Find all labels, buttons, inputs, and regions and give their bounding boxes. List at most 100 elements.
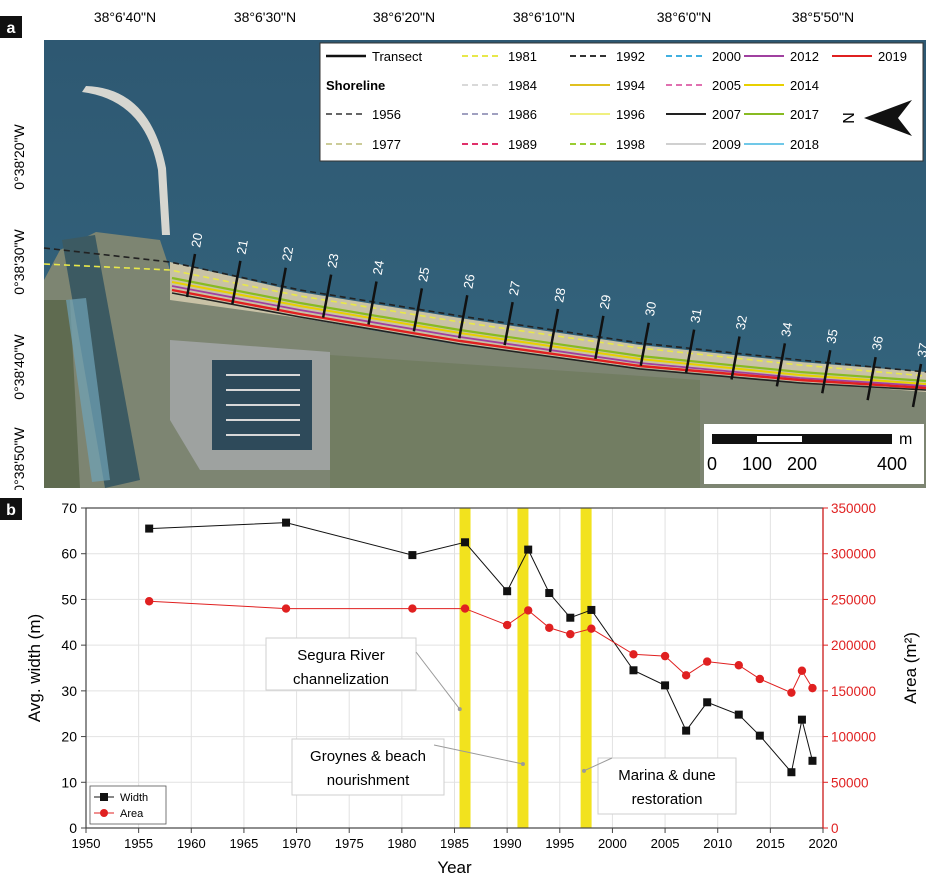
legend-label-2012: 2012: [790, 49, 819, 64]
lat-tick: 0°38'30"W: [11, 229, 27, 295]
x-tick-label: 1950: [72, 836, 101, 851]
panel-b-chart: b 1950 1955 1960 1965 1970 1975 1980 1985 1990 19…: [0, 498, 920, 877]
data-point-area: [660, 651, 670, 661]
x-tick-label: 1970: [282, 836, 311, 851]
north-label: N: [841, 112, 858, 124]
data-point-area: [702, 657, 712, 666]
x-axis-label: Year: [437, 858, 472, 877]
annotation-2: Groynes & beach nourishment: [291, 738, 525, 796]
data-point-area: [587, 624, 596, 633]
transect-line: [684, 329, 696, 373]
annotation-box: [291, 738, 445, 796]
legend-label-2019: 2019: [878, 49, 907, 64]
panel-label-a: a: [7, 20, 16, 37]
x-tick-label: 1975: [335, 836, 364, 851]
lon-tick: 38°6'0"N: [657, 9, 712, 25]
scale-bar: m 0 100 200 400: [704, 424, 924, 484]
series-line-width: [149, 522, 813, 774]
event-highlight-bar: [459, 508, 471, 828]
x-tick-label: 1990: [493, 836, 522, 851]
shoreline-1981: [43, 263, 927, 377]
legend-width-label: Width: [120, 792, 148, 804]
legend-label-2005: 2005: [712, 78, 741, 93]
legend-label-1984: 1984: [508, 78, 537, 93]
y2-tick-label: 150000: [831, 684, 876, 699]
scale-tick: 100: [742, 454, 772, 474]
y2-tick-label: 250000: [831, 592, 876, 607]
legend-label-1956: 1956: [372, 107, 401, 122]
legend-label-1996: 1996: [616, 107, 645, 122]
data-point-width: [282, 518, 291, 527]
y-axis-label: Avg. width (m): [25, 614, 44, 722]
longitude-tick-labels: 38°6'40"N 38°6'30"N 38°6'20"N 38°6'10"N …: [94, 9, 854, 25]
data-point-area: [787, 688, 796, 697]
lat-tick: 0°38'20"W: [11, 124, 27, 190]
x-tick-label: 1955: [124, 836, 153, 851]
transect-label: 22: [279, 245, 296, 262]
legend-label-2009: 2009: [712, 137, 741, 152]
event-highlight-bar: [580, 508, 592, 828]
x-tick-label: 1960: [177, 836, 206, 851]
legend-label-2018: 2018: [790, 137, 819, 152]
annotation-3: Marina & dune restoration: [582, 757, 737, 815]
x-tick-label: 2020: [809, 836, 838, 851]
lon-tick: 38°5'50"N: [792, 9, 854, 25]
transect-label: 25: [415, 266, 432, 283]
data-point-area: [460, 604, 470, 613]
data-point-width: [797, 715, 806, 724]
legend-label-2014: 2014: [790, 78, 819, 93]
vegetation-patch: [330, 355, 700, 488]
annotation-arrow-head: [582, 768, 587, 773]
y-tick-label: 30: [61, 683, 77, 699]
data-point-width: [808, 756, 817, 765]
data-point-width: [461, 538, 470, 547]
transect-line: [412, 288, 424, 332]
data-point-width: [734, 710, 743, 719]
legend-label-1981: 1981: [508, 49, 537, 64]
annotation-arrow: [583, 757, 613, 772]
lon-tick: 38°6'30"N: [234, 9, 296, 25]
transect-line: [730, 336, 741, 380]
scale-tick: 200: [787, 454, 817, 474]
transect-label: 35: [823, 328, 840, 345]
panel-label-b: b: [6, 502, 16, 519]
y-tick-label: 20: [61, 729, 77, 745]
x-tick-label: 1985: [440, 836, 469, 851]
data-point-width: [545, 589, 554, 598]
y2-tick-label: 200000: [831, 638, 876, 653]
data-point-area: [734, 661, 743, 670]
data-point-width: [629, 666, 638, 675]
annotation-arrow-head: [457, 707, 462, 712]
transect-label: 32: [733, 314, 750, 331]
lon-tick: 38°6'10"N: [513, 9, 575, 25]
lat-tick: 0°38'50"W: [11, 427, 27, 490]
transect-label: 27: [506, 280, 523, 297]
transect-line: [866, 356, 877, 401]
transect-line: [503, 301, 514, 346]
transect-label: 34: [778, 321, 795, 338]
transect-line: [276, 267, 287, 311]
transect-line: [458, 295, 469, 339]
data-point-width: [408, 551, 417, 560]
x-tick-label: 2015: [756, 836, 785, 851]
transect-line: [911, 363, 923, 408]
y2-tick-label: 300000: [831, 547, 876, 562]
transect-line: [548, 308, 560, 353]
x-tick-label: 1980: [387, 836, 416, 851]
shoreline-2007: [171, 292, 927, 391]
scale-tick: 400: [877, 454, 907, 474]
y-tick-label: 0: [69, 820, 77, 836]
panel-label-b-bg: [0, 498, 22, 520]
transect-label: 21: [234, 239, 251, 256]
scale-unit: m: [899, 431, 912, 448]
scale-tick: 0: [707, 454, 717, 474]
transect-label: 31: [687, 307, 704, 324]
y2-tick-label: 100000: [831, 730, 876, 745]
data-point-area: [281, 604, 291, 613]
panel-a-map-figure: 38°6'40"N 38°6'30"N 38°6'20"N 38°6'10"N …: [0, 9, 928, 490]
y-tick-label: 50: [61, 591, 77, 607]
transect-label: 30: [642, 300, 659, 317]
transect-line: [594, 315, 605, 360]
transect-line: [367, 281, 378, 325]
y2-tick-label: 50000: [831, 775, 869, 790]
